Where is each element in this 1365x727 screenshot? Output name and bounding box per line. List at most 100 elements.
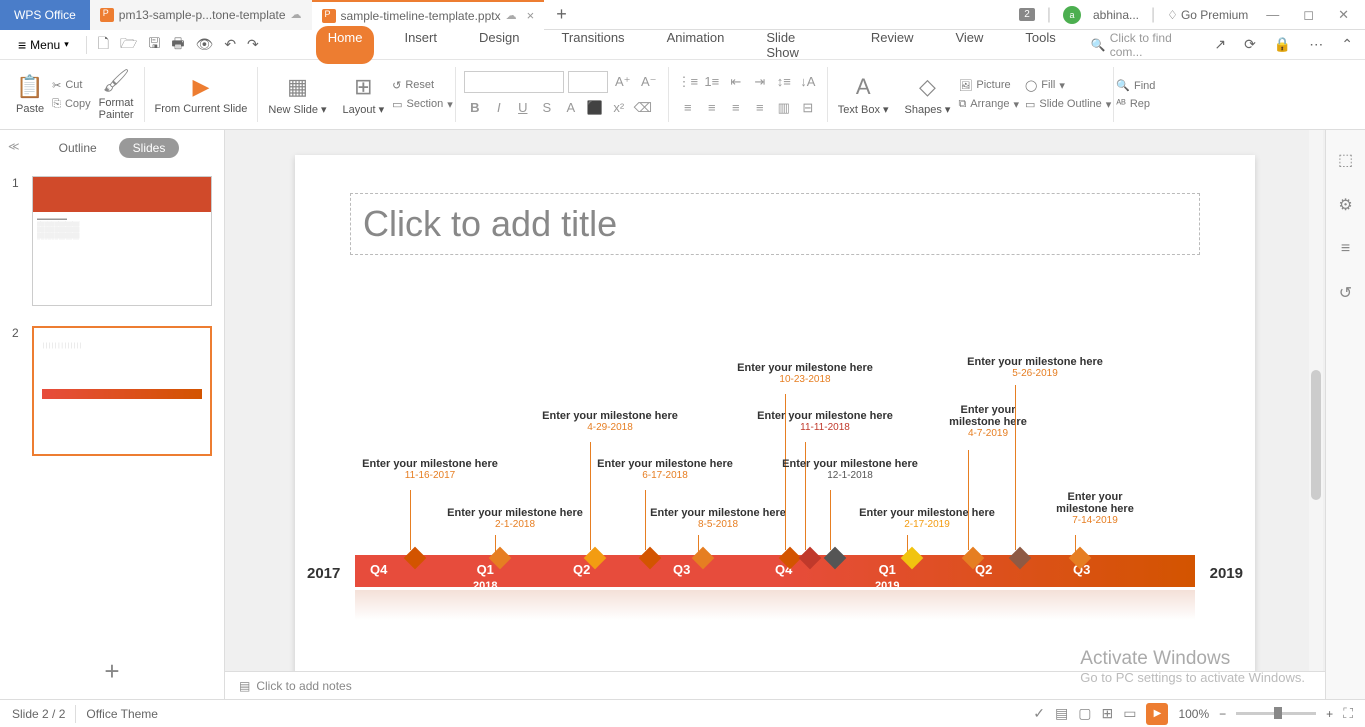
canvas-area[interactable]: Click to add title Enter your milestone … <box>225 130 1325 699</box>
highlight-icon[interactable]: ⬛ <box>584 97 606 119</box>
format-painter-button[interactable]: 🖌Format Painter <box>91 65 142 125</box>
tab-design[interactable]: Design <box>467 26 531 64</box>
add-slide-button[interactable]: + <box>104 656 119 687</box>
section-button[interactable]: ▭ Section ▾ <box>392 96 453 113</box>
milestone[interactable]: Enter your milestone here2-1-2018 <box>440 507 590 530</box>
tab-animation[interactable]: Animation <box>655 26 737 64</box>
milestone[interactable]: Enter your milestone here7-14-2019 <box>1020 491 1170 526</box>
zoom-out-icon[interactable]: − <box>1219 707 1226 721</box>
shapes-button[interactable]: ◇Shapes ▾ <box>897 65 959 125</box>
find-button[interactable]: 🔍 Find <box>1116 77 1155 94</box>
zoom-slider[interactable] <box>1236 712 1316 715</box>
decrease-indent-icon[interactable]: ⇤ <box>725 71 747 93</box>
milestone[interactable]: Enter your milestone here11-16-2017 <box>355 458 505 481</box>
menu-button[interactable]: ≡Menu ▾ <box>8 34 79 56</box>
milestone[interactable]: Enter your milestone here6-17-2018 <box>590 458 740 481</box>
superscript-icon[interactable]: x² <box>608 97 630 119</box>
fit-icon[interactable]: ⛶ <box>1343 705 1353 722</box>
new-icon[interactable]: 🗋 <box>94 33 113 57</box>
print-icon[interactable]: 🖶 <box>167 33 188 57</box>
italic-icon[interactable]: I <box>488 97 510 119</box>
history-icon[interactable]: ↺ <box>1339 283 1352 303</box>
layout-button[interactable]: ⊞Layout ▾ <box>335 65 393 125</box>
slideshow-button[interactable]: ▶ <box>1146 703 1168 725</box>
numbering-icon[interactable]: 1≡ <box>701 71 723 93</box>
milestone[interactable]: Enter your milestone here4-7-2019 <box>913 404 1063 439</box>
sorter-view-icon[interactable]: ⊞ <box>1101 705 1113 722</box>
reset-button[interactable]: ↺ Reset <box>392 77 453 94</box>
minimize-icon[interactable]: — <box>1260 7 1285 22</box>
line-spacing-icon[interactable]: ↕≡ <box>773 71 795 93</box>
increase-indent-icon[interactable]: ⇥ <box>749 71 771 93</box>
align-text-icon[interactable]: ⊟ <box>797 97 819 119</box>
properties-icon[interactable]: ≡ <box>1341 240 1350 258</box>
maximize-icon[interactable]: ◻ <box>1297 7 1320 23</box>
columns-icon[interactable]: ▥ <box>773 97 795 119</box>
spellcheck-icon[interactable]: ✓ <box>1033 705 1045 722</box>
milestone[interactable]: Enter your milestone here10-23-2018 <box>730 362 880 385</box>
redo-icon[interactable]: ↷ <box>243 36 263 53</box>
slide-thumbnail-1[interactable]: ▬▬▬▬▬▬░░░░░░░░░░░░░░░░░░░░░░░░░░░░░░░░░░… <box>32 176 212 306</box>
cut-button[interactable]: ✂ Cut <box>52 77 91 94</box>
more-icon[interactable]: ⋯ <box>1305 36 1327 53</box>
go-premium-button[interactable]: ♢ Go Premium <box>1167 8 1248 22</box>
paste-group[interactable]: 📋Paste <box>8 65 52 125</box>
slides-tab[interactable]: Slides <box>119 138 180 158</box>
font-family-select[interactable] <box>464 71 564 93</box>
fill-button[interactable]: ◯ Fill ▾ <box>1025 77 1111 94</box>
collapse-panel-icon[interactable]: ≪ <box>8 140 20 153</box>
zoom-in-icon[interactable]: + <box>1326 707 1333 721</box>
outline-tab[interactable]: Outline <box>45 138 111 158</box>
increase-font-icon[interactable]: A⁺ <box>612 71 634 93</box>
align-center-icon[interactable]: ≡ <box>701 97 723 119</box>
font-size-select[interactable] <box>568 71 608 93</box>
font-color-icon[interactable]: A <box>560 97 582 119</box>
milestone[interactable]: Enter your milestone here8-5-2018 <box>643 507 793 530</box>
align-left-icon[interactable]: ≡ <box>677 97 699 119</box>
milestone[interactable]: Enter your milestone here12-1-2018 <box>775 458 925 481</box>
normal-view-icon[interactable]: ▢ <box>1078 705 1091 722</box>
new-tab-button[interactable]: + <box>544 4 579 25</box>
text-box-button[interactable]: AText Box ▾ <box>830 65 897 125</box>
notes-view-icon[interactable]: ▤ <box>1055 705 1068 722</box>
milestone[interactable]: Enter your milestone here5-26-2019 <box>960 356 1110 379</box>
open-icon[interactable]: 🗁 <box>116 33 141 57</box>
search-box[interactable]: 🔍 Click to find com... <box>1091 31 1208 59</box>
undo-icon[interactable]: ↶ <box>220 36 240 53</box>
tools-icon[interactable]: ⚙ <box>1338 195 1352 215</box>
strikethrough-icon[interactable]: S <box>536 97 558 119</box>
bullets-icon[interactable]: ⋮≡ <box>677 71 699 93</box>
save-icon[interactable]: 🖫 <box>144 33 164 57</box>
tab-insert[interactable]: Insert <box>392 26 449 64</box>
zoom-level[interactable]: 100% <box>1178 707 1209 721</box>
slide-outline-button[interactable]: ▭ Slide Outline ▾ <box>1025 96 1111 113</box>
text-direction-icon[interactable]: ↓A <box>797 71 819 93</box>
lock-icon[interactable]: 🔒 <box>1270 36 1295 53</box>
milestone[interactable]: Enter your milestone here11-11-2018 <box>750 410 900 433</box>
document-tab[interactable]: pm13-sample-p...tone-template ☁ <box>90 0 312 30</box>
new-slide-button[interactable]: ▦New Slide ▾ <box>260 65 334 125</box>
tab-transitions[interactable]: Transitions <box>549 26 636 64</box>
vertical-scrollbar[interactable] <box>1309 130 1323 699</box>
clear-format-icon[interactable]: ⌫ <box>632 97 654 119</box>
print-preview-icon[interactable]: 👁 <box>192 36 218 53</box>
reading-view-icon[interactable]: ▭ <box>1123 705 1136 722</box>
copy-button[interactable]: ⎘ Copy <box>52 96 91 113</box>
close-tab-icon[interactable]: × <box>527 8 535 23</box>
tab-home[interactable]: Home <box>316 26 375 64</box>
milestone[interactable]: Enter your milestone here4-29-2018 <box>535 410 685 433</box>
from-current-slide-button[interactable]: ▶From Current Slide <box>147 65 256 125</box>
user-avatar[interactable]: a <box>1063 6 1081 24</box>
tab-view[interactable]: View <box>943 26 995 64</box>
tab-tools[interactable]: Tools <box>1013 26 1067 64</box>
underline-icon[interactable]: U <box>512 97 534 119</box>
picture-button[interactable]: 🖼 Picture <box>958 77 1019 94</box>
notification-badge[interactable]: 2 <box>1019 8 1035 21</box>
tab-slideshow[interactable]: Slide Show <box>754 26 840 64</box>
close-icon[interactable]: ✕ <box>1332 7 1355 23</box>
object-icon[interactable]: ⬚ <box>1338 150 1353 170</box>
slide-thumbnail-2[interactable]: │││││││││││││ <box>32 326 212 456</box>
title-placeholder[interactable]: Click to add title <box>350 193 1200 255</box>
share-icon[interactable]: ↗ <box>1210 36 1230 53</box>
justify-icon[interactable]: ≡ <box>749 97 771 119</box>
